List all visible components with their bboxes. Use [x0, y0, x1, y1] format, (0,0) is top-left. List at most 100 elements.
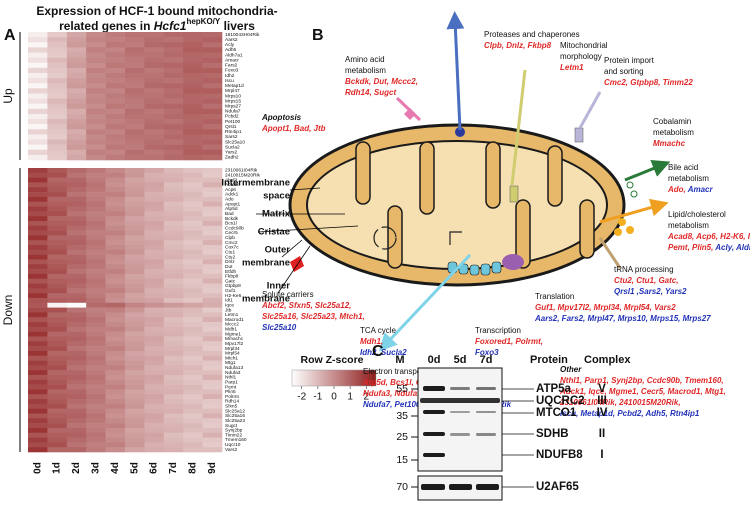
heat-cell [202, 432, 223, 438]
heat-cell [125, 245, 145, 251]
heat-cell [183, 423, 203, 429]
crista [579, 199, 595, 259]
marker-label: 70 [396, 481, 408, 493]
heat-cell [202, 365, 223, 371]
heat-cell [47, 154, 68, 161]
heat-cell [105, 283, 126, 289]
heat-cell [86, 418, 106, 424]
gene-label: Gatc [225, 278, 236, 284]
heat-cell [183, 47, 203, 53]
colorbar-tick-label: 0 [331, 392, 337, 403]
heat-cell [105, 52, 126, 58]
heat-cell [144, 447, 165, 453]
heat-cell [86, 288, 106, 294]
colorbar-tick-label: 2 [364, 392, 370, 403]
heat-cell [66, 326, 87, 332]
gene-names: Pemt, Plin5, [668, 243, 715, 252]
heat-cell [28, 293, 48, 299]
heat-cell [47, 230, 68, 236]
gene-label: Nthl1 [225, 375, 237, 381]
heat-cell [28, 220, 48, 227]
heat-cell [183, 83, 203, 89]
heat-cell [47, 370, 68, 376]
heat-cell [125, 355, 145, 361]
heat-cell [202, 149, 223, 156]
heat-cell [163, 47, 184, 53]
heat-cell [202, 201, 223, 207]
gene-line: Acad8, Acp6, H2-K6, Idi1, [667, 232, 750, 241]
heat-cell [183, 307, 203, 313]
heat-cell [202, 88, 223, 94]
heat-cell [125, 168, 145, 174]
etc-complexes [447, 261, 502, 276]
heat-cell [202, 78, 223, 84]
gene-label: Sugct [225, 423, 238, 429]
heat-cell [28, 108, 48, 115]
heat-cell [202, 124, 223, 130]
pathway-title: Solute carriers [262, 290, 314, 299]
heat-cell [125, 240, 145, 246]
heat-cell [202, 302, 223, 308]
heat-cell [202, 355, 223, 361]
heat-cell [105, 408, 126, 414]
heat-cell [163, 269, 184, 275]
heat-cell [183, 293, 203, 299]
heat-cell [66, 62, 87, 69]
heat-cell [163, 57, 184, 64]
heat-cell [144, 72, 165, 79]
heat-cell [105, 235, 126, 241]
heat-cell [28, 442, 48, 448]
heat-cell [86, 192, 106, 198]
heat-cell [66, 182, 87, 188]
heat-cell [144, 394, 165, 400]
heat-cell [47, 113, 68, 120]
heat-cell [28, 32, 48, 38]
heat-cell [125, 278, 145, 284]
gene-line: Idh2, Sucla2 [360, 348, 407, 357]
heat-cell [28, 389, 48, 395]
heat-cell [125, 297, 145, 304]
heat-cell [28, 235, 48, 241]
heat-cell [66, 384, 87, 390]
heat-cell [144, 134, 165, 140]
protein-label: MTCO1 [536, 407, 577, 419]
heat-cell [66, 423, 87, 429]
heat-cell [125, 42, 145, 48]
heat-cell [66, 192, 87, 198]
heat-cell [47, 62, 68, 69]
heat-cell [86, 322, 106, 328]
heat-cell [183, 42, 203, 48]
heat-cell [86, 154, 106, 161]
heat-cell [144, 418, 165, 424]
heat-cell [183, 177, 203, 183]
heat-cell [163, 346, 184, 352]
heat-cell [86, 32, 106, 38]
heat-cell [163, 322, 184, 328]
heat-cell [66, 88, 87, 94]
heat-cell [163, 341, 184, 347]
heat-cell [28, 172, 48, 178]
heat-cell [202, 322, 223, 328]
heat-cell [163, 408, 184, 414]
gene-label: Slc25a12 [225, 408, 245, 414]
heat-cell [28, 288, 48, 294]
heat-cell [183, 129, 203, 135]
heat-cell [105, 119, 126, 125]
heat-cell [47, 341, 68, 347]
heat-cell [66, 220, 87, 227]
heat-cell [105, 413, 126, 419]
heat-cell [28, 346, 48, 352]
heat-cell [183, 413, 203, 419]
heat-cell [202, 346, 223, 352]
heat-cell [66, 201, 87, 207]
heat-cell [105, 230, 126, 236]
heat-cell [144, 124, 165, 130]
gene-label: Clpb [225, 235, 235, 241]
gene-names: Letm1 [560, 63, 584, 72]
heat-cell [47, 225, 68, 231]
heat-cell [105, 269, 126, 275]
heat-cell [86, 302, 106, 308]
heat-cell [183, 168, 203, 174]
heat-cell [125, 336, 145, 342]
